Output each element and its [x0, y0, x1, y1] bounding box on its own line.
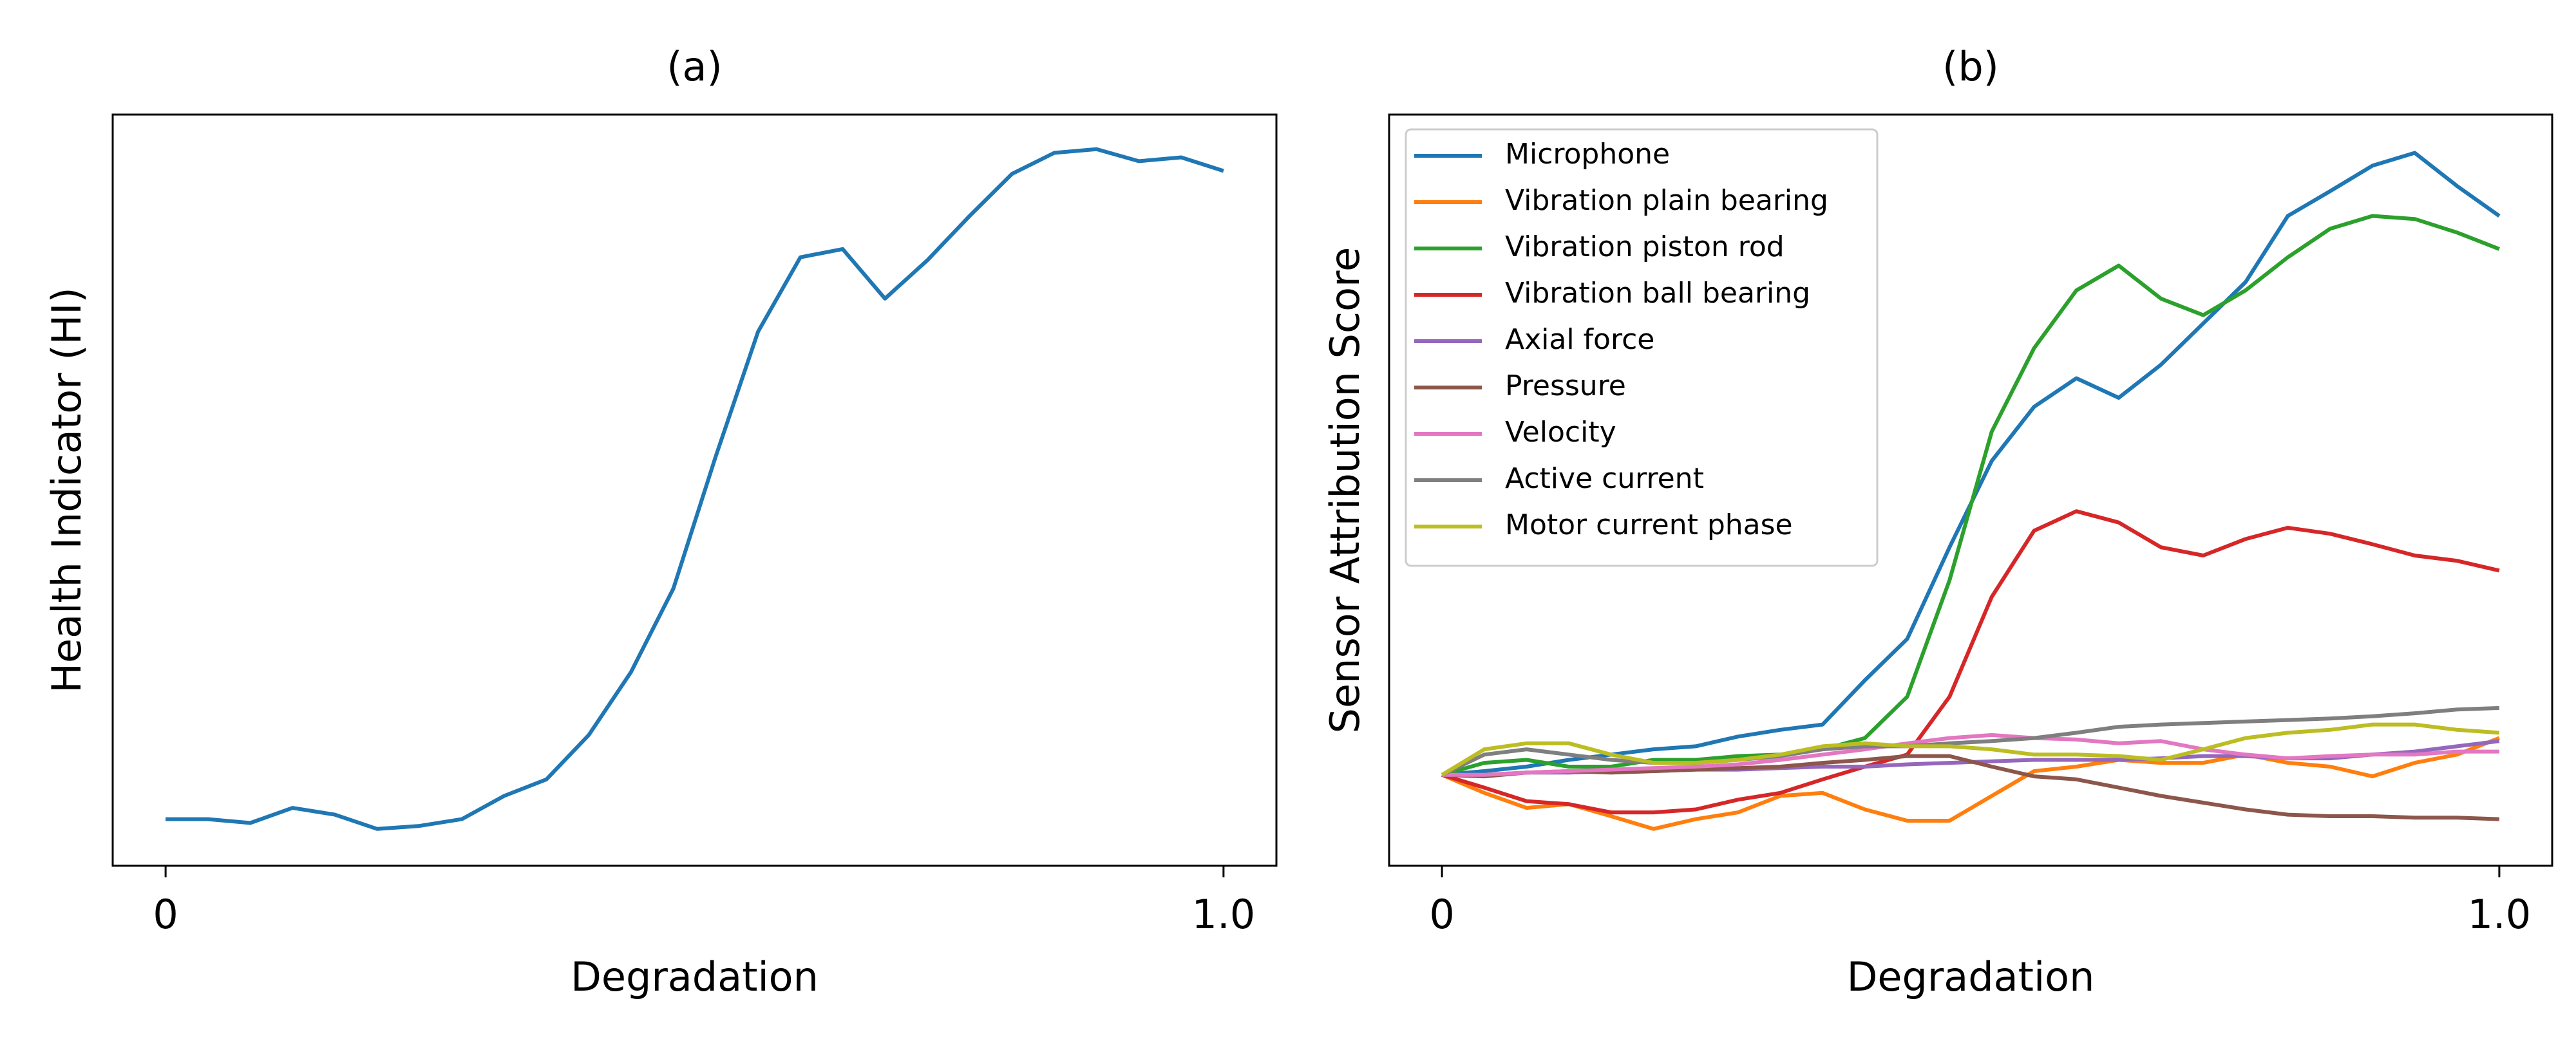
y-axis-label: Health Indicator (HI) — [43, 287, 90, 693]
legend-text: Axial force — [1505, 323, 1654, 356]
plot-frame — [1388, 113, 2553, 867]
series-line — [1442, 733, 2499, 777]
x-axis-label: Degradation — [571, 953, 819, 1000]
x-axis-label: Degradation — [1847, 953, 2095, 1000]
legend-text: Velocity — [1505, 416, 1616, 449]
series-line — [1441, 705, 2500, 777]
chart-title: (a) — [667, 43, 722, 90]
x-tick-label: 0 — [1429, 891, 1454, 938]
legend-text: Motor current phase — [1505, 509, 1793, 541]
chart-title: (b) — [1942, 43, 1999, 90]
legend-text: Vibration ball bearing — [1505, 277, 1810, 310]
series-line — [166, 147, 1224, 831]
x-tick-label: 1.0 — [1192, 891, 1256, 938]
legend-text: Vibration piston rod — [1505, 230, 1785, 263]
x-tick-label: 1.0 — [2468, 891, 2532, 938]
y-axis-label: Sensor Attribution Score — [1321, 247, 1368, 734]
legend-text: Vibration plain bearing — [1505, 184, 1828, 217]
legend-box — [1405, 128, 1879, 567]
series-line — [1441, 509, 2500, 815]
series-line — [1441, 736, 2500, 831]
plot-frame — [111, 113, 1278, 867]
legend-text: Pressure — [1505, 369, 1626, 402]
series-line — [1441, 754, 2500, 821]
series-line — [1441, 722, 2500, 777]
x-tick-label: 0 — [153, 891, 178, 938]
legend-text: Microphone — [1505, 138, 1670, 171]
series-line — [1441, 214, 2500, 777]
legend-text: Active current — [1505, 462, 1704, 495]
